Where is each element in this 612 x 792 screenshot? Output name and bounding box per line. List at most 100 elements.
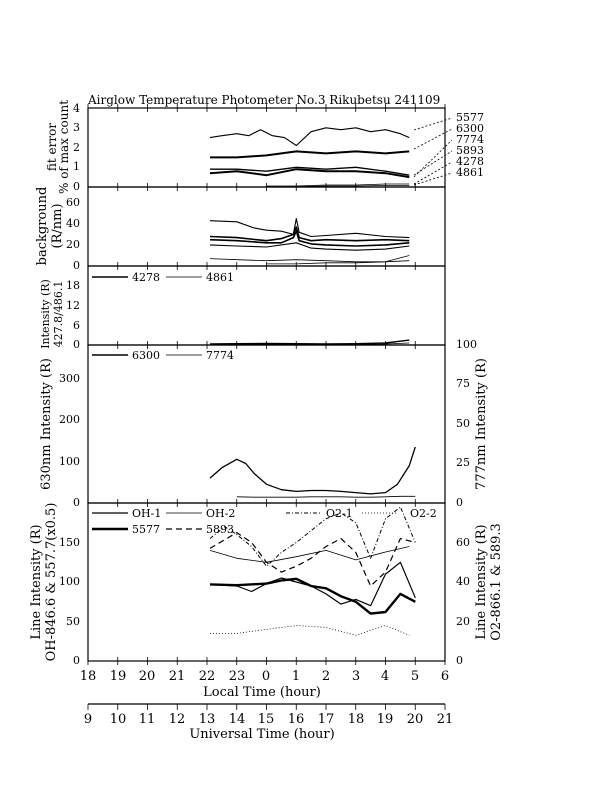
panel4-series-7774 <box>236 495 416 498</box>
b2-rtick: 25 <box>456 456 470 469</box>
bg-ytick: 40 <box>66 217 80 230</box>
b2-ylabel-right: 777nm Intensity (R) <box>474 358 489 490</box>
b2-rtick: 100 <box>456 338 477 351</box>
line-ylabel-right-1: Line Intensity (R) <box>474 524 489 639</box>
fit-ytick: 0 <box>73 180 80 193</box>
bg-ytick: 0 <box>73 259 80 272</box>
chart-title: Airglow Temperature Photometer No.3 Riku… <box>87 93 440 107</box>
b1-ytick: 6 <box>73 319 80 332</box>
panel1-series-5577 <box>209 127 410 147</box>
panel2-series-series-0 <box>209 218 410 239</box>
local-tick: 21 <box>169 669 186 684</box>
panel1-series-7774 <box>209 168 410 179</box>
fit-label-4278: 4278 <box>456 155 484 168</box>
legend-label-4278: 4278 <box>132 271 160 284</box>
ut-tick: 21 <box>437 712 454 727</box>
line-rtick: 20 <box>456 615 470 628</box>
panel1-series-4861 <box>266 184 410 188</box>
ut-tick: 10 <box>110 712 127 727</box>
line-ylabel-1: Line Intensity (R) <box>29 524 44 639</box>
intensity-777-right-ticks: 0 25 50 75 100 <box>456 338 477 509</box>
panel1-series-5893 <box>210 166 410 176</box>
panel5-series-o2-1 <box>209 506 416 567</box>
local-tick: 3 <box>352 669 360 684</box>
ut-label: Universal Time (hour) <box>189 727 334 742</box>
fit-error-ticks: 0 1 2 3 4 <box>73 102 80 193</box>
local-tick: 5 <box>411 669 419 684</box>
ut-tick-marks <box>87 704 446 710</box>
leader-4278 <box>413 161 453 185</box>
legend-label-o21: O2-1 <box>326 507 353 520</box>
ut-tick: 19 <box>377 712 394 727</box>
panel2-series-series-4 <box>209 258 410 263</box>
fit-ytick: 1 <box>73 160 80 173</box>
fit-label-leaders <box>413 117 453 186</box>
panel2-series-series-1 <box>209 226 410 242</box>
intensity-630-panel <box>87 344 446 504</box>
panel3-series-4861 <box>209 342 410 346</box>
leader-7774 <box>413 139 453 178</box>
leader-5893 <box>413 150 453 176</box>
panel2-series-series-3 <box>209 242 410 251</box>
b2-rtick: 0 <box>456 496 463 509</box>
local-tick: 0 <box>262 669 270 684</box>
line-ylabel-2: OH-846.6 & 557.7(x0.5) <box>44 503 59 662</box>
line-ytick: 0 <box>73 654 80 667</box>
local-tick: 22 <box>199 669 216 684</box>
leader-6300 <box>413 128 453 150</box>
fit-ytick: 3 <box>73 121 80 134</box>
line-ytick: 150 <box>59 536 80 549</box>
fit-ytick: 4 <box>73 102 80 115</box>
line-rtick: 60 <box>456 536 470 549</box>
local-tick: 19 <box>110 669 127 684</box>
local-time-ticks: 18 19 20 21 22 23 0 1 2 3 4 5 6 <box>80 669 449 684</box>
legend-label-5893: 5893 <box>206 523 234 536</box>
local-tick: 23 <box>229 669 246 684</box>
fit-series-labels: 5577 6300 7774 5893 4278 4861 <box>456 111 484 179</box>
fit-ytick: 2 <box>73 141 80 154</box>
ut-tick: 13 <box>199 712 216 727</box>
local-time-label: Local Time (hour) <box>203 685 321 700</box>
fit-label-7774: 7774 <box>456 133 484 146</box>
b2-legend: 6300 7774 <box>92 349 234 362</box>
panel5-series-5893 <box>209 531 416 587</box>
legend-label-7774: 7774 <box>206 349 234 362</box>
fit-ylabel-2: % of max count <box>57 100 71 194</box>
fit-label-6300: 6300 <box>456 122 484 135</box>
b1-ylabel-2: 427.8/486.1 <box>52 281 65 348</box>
panel2-series-series-2 <box>209 230 410 247</box>
b1-ytick: 12 <box>66 299 80 312</box>
line-legend: OH-1 OH-2 O2-1 O2-2 5577 5893 <box>92 507 437 536</box>
local-tick: 1 <box>292 669 300 684</box>
fit-label-4861: 4861 <box>456 166 484 179</box>
legend-label-4861: 4861 <box>206 271 234 284</box>
bg-ylabel-2: (R/nm) <box>50 203 65 248</box>
bg-ytick: 60 <box>66 196 80 209</box>
ut-tick: 11 <box>139 712 156 727</box>
ut-tick: 12 <box>169 712 186 727</box>
panel4-series-6300 <box>209 446 416 495</box>
background-panel <box>87 186 446 267</box>
panel1-series-4278 <box>266 183 410 187</box>
b2-ylabel: 630nm Intensity (R) <box>39 358 54 490</box>
panel5-series-oh-1 <box>209 561 416 607</box>
panel5-series-5577 <box>209 577 416 615</box>
b2-rtick: 50 <box>456 417 470 430</box>
x-tick-marks <box>87 104 446 665</box>
panel5-series-oh-2 <box>209 546 410 563</box>
panel2-series-series-5 <box>266 255 410 265</box>
local-tick: 6 <box>441 669 449 684</box>
ut-tick: 15 <box>258 712 275 727</box>
ut-tick: 14 <box>229 712 246 727</box>
ut-tick: 18 <box>348 712 365 727</box>
b1-legend: 4278 4861 <box>92 271 234 284</box>
intensity-630-left-ticks: 0 100 200 300 <box>59 372 80 509</box>
line-left-ticks: 0 50 100 150 <box>59 536 80 667</box>
fit-ylabel-1: fit error <box>45 123 59 171</box>
line-right-ticks: 0 20 40 60 <box>456 536 470 667</box>
background-ticks: 0 20 40 60 <box>66 196 80 272</box>
b2-ytick: 300 <box>59 372 80 385</box>
legend-label-6300: 6300 <box>132 349 160 362</box>
fit-label-5893: 5893 <box>456 144 484 157</box>
